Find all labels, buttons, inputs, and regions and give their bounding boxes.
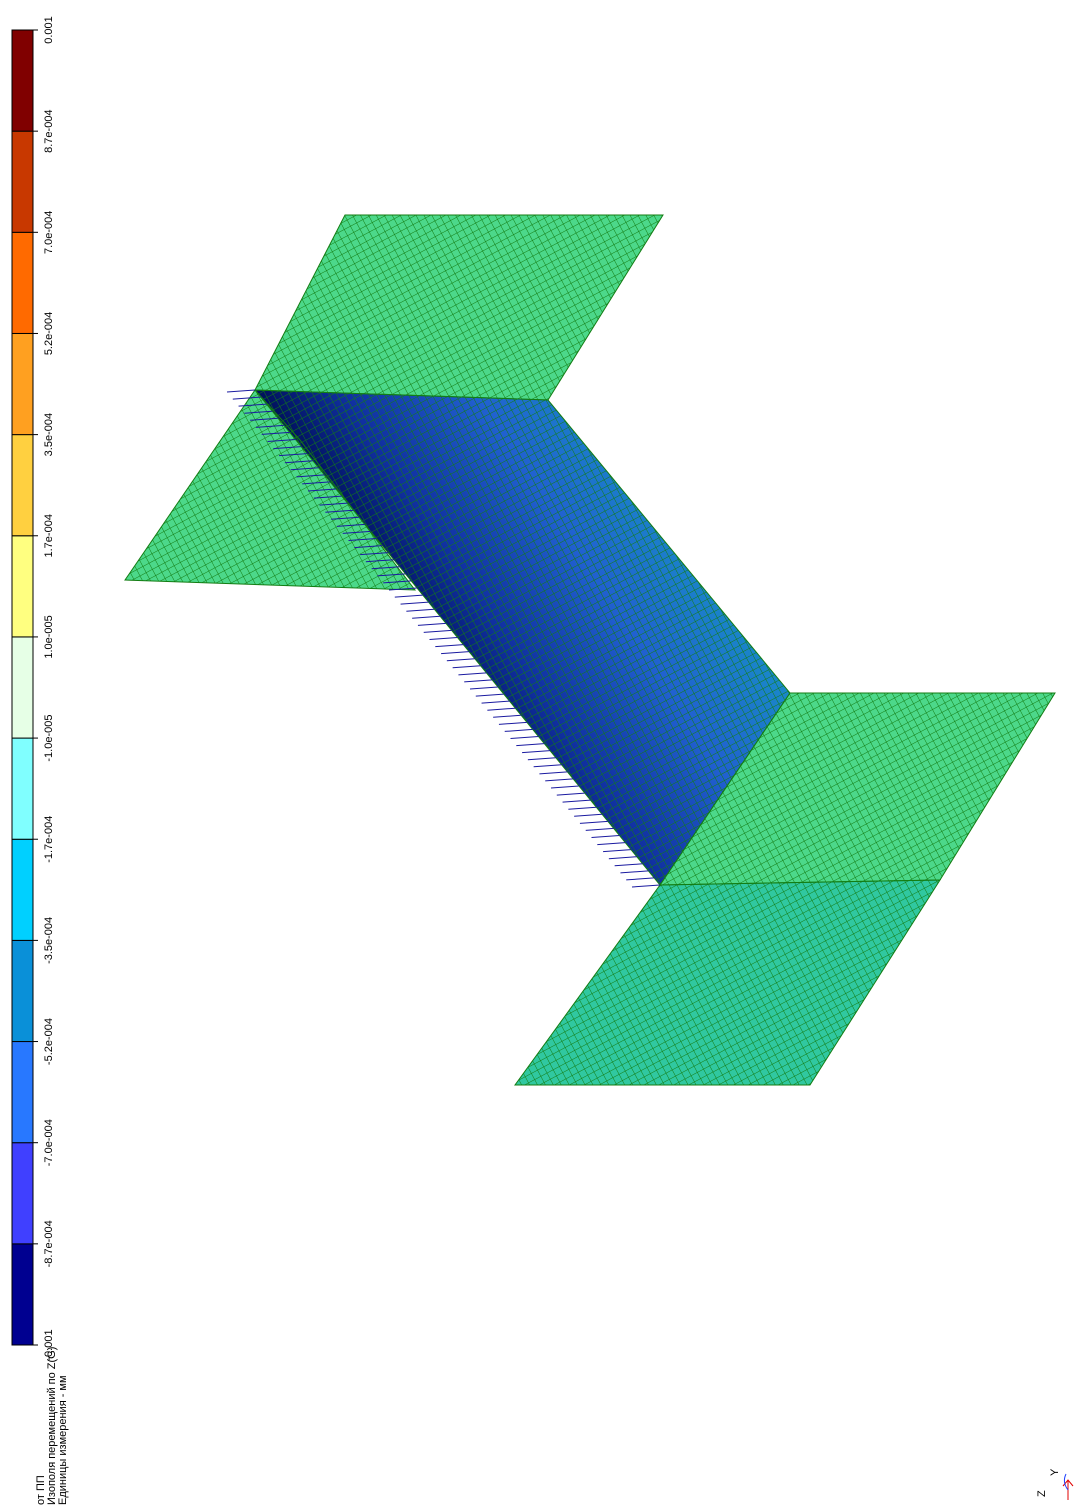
legend-label: -1.0e-005	[43, 715, 55, 762]
load-arrow	[545, 779, 573, 781]
mesh	[125, 215, 1055, 1085]
legend-label: -5.2e-004	[43, 1018, 55, 1065]
legend-swatch	[12, 1244, 33, 1345]
load-arrow	[505, 729, 533, 731]
load-arrow	[620, 871, 648, 873]
legend-swatch	[12, 536, 33, 637]
legend-label: -1.7e-004	[43, 816, 55, 863]
axis-label: Z	[1036, 1490, 1048, 1497]
legend-label: 5.2e-004	[43, 312, 55, 355]
load-arrow	[430, 638, 458, 640]
load-arrow	[632, 885, 660, 887]
load-arrow	[453, 666, 481, 668]
axis-label: Y	[1049, 1468, 1061, 1476]
load-arrow	[412, 616, 440, 618]
legend-label: -7.0e-004	[43, 1119, 55, 1166]
legend: -0.001-8.7e-004-7.0e-004-5.2e-004-3.5e-0…	[12, 16, 55, 1360]
legend-label: 7.0e-004	[43, 211, 55, 254]
load-arrow	[626, 878, 654, 880]
load-arrow	[476, 694, 504, 696]
legend-swatch	[12, 940, 33, 1041]
load-arrow	[603, 850, 631, 852]
load-arrow	[418, 623, 446, 625]
load-arrow	[482, 701, 510, 703]
legend-label: 1.7e-004	[43, 514, 55, 557]
legend-swatch	[12, 30, 33, 131]
legend-label: -8.7e-004	[43, 1220, 55, 1267]
load-arrow	[528, 758, 556, 760]
load-arrow	[580, 821, 608, 823]
load-arrow	[470, 687, 498, 689]
load-arrow	[458, 673, 486, 675]
load-arrow	[447, 659, 475, 661]
legend-swatch	[12, 738, 33, 839]
legend-swatch	[12, 131, 33, 232]
legend-label: 0.001	[43, 16, 55, 44]
load-arrow	[499, 722, 527, 724]
legend-swatch	[12, 232, 33, 333]
load-arrow	[511, 737, 539, 739]
legend-swatch	[12, 839, 33, 940]
legend-swatch	[12, 1143, 33, 1244]
load-arrow	[609, 857, 637, 859]
load-arrow	[592, 836, 620, 838]
load-arrow	[534, 765, 562, 767]
axis-triad: Z Y	[1036, 1468, 1073, 1500]
load-arrow	[568, 807, 596, 809]
model	[125, 215, 1055, 1085]
legend-label: 1.0e-005	[43, 615, 55, 658]
legend-swatch	[12, 637, 33, 738]
load-arrow	[516, 744, 544, 746]
legend-swatch	[12, 333, 33, 434]
load-arrow	[401, 602, 429, 604]
load-arrow	[522, 751, 550, 753]
caption-line: Единицы измерения - мм	[57, 1375, 69, 1505]
load-arrow	[539, 772, 567, 774]
load-arrow	[424, 630, 452, 632]
load-arrow	[597, 843, 625, 845]
load-arrow	[551, 786, 579, 788]
legend-swatch	[12, 1042, 33, 1143]
legend-swatch	[12, 435, 33, 536]
load-arrow	[441, 652, 469, 654]
load-arrow	[227, 390, 255, 392]
legend-label: 8.7e-004	[43, 109, 55, 152]
load-arrow	[563, 800, 591, 802]
load-arrow	[435, 645, 463, 647]
load-arrow	[557, 793, 585, 795]
screen: -0.001-8.7e-004-7.0e-004-5.2e-004-3.5e-0…	[0, 0, 1077, 1511]
load-arrow	[487, 708, 515, 710]
load-arrow	[574, 814, 602, 816]
legend-label: -3.5e-004	[43, 917, 55, 964]
load-arrow	[464, 680, 492, 682]
legend-label: 3.5e-004	[43, 413, 55, 456]
load-arrow	[586, 828, 614, 830]
load-arrow	[493, 715, 521, 717]
load-arrow	[615, 864, 643, 866]
load-arrow	[395, 595, 423, 597]
load-arrow	[406, 609, 434, 611]
